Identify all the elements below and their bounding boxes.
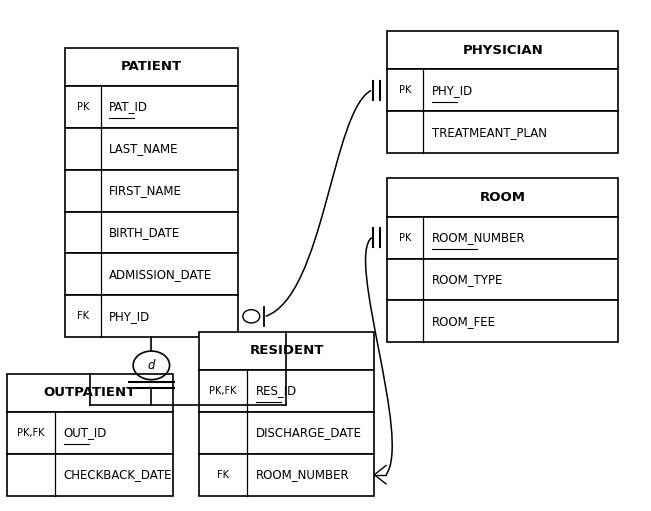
Text: RES_ID: RES_ID	[256, 384, 297, 398]
Bar	[65, 86, 238, 128]
Bar	[387, 69, 618, 111]
Text: DISCHARGE_DATE: DISCHARGE_DATE	[256, 426, 362, 439]
Bar	[387, 178, 618, 217]
Bar	[65, 253, 238, 295]
Bar	[199, 332, 374, 370]
Bar	[7, 374, 173, 412]
Bar	[387, 259, 618, 300]
Bar	[387, 217, 618, 259]
Bar	[65, 295, 238, 337]
Text: ROOM: ROOM	[480, 191, 526, 204]
Text: PK: PK	[399, 85, 411, 96]
Text: ROOM_TYPE: ROOM_TYPE	[432, 273, 503, 286]
Bar	[199, 412, 374, 454]
Text: PK,FK: PK,FK	[209, 386, 237, 396]
Text: FK: FK	[77, 311, 89, 321]
Text: TREATMEANT_PLAN: TREATMEANT_PLAN	[432, 126, 547, 139]
Text: d: d	[148, 359, 155, 372]
Text: RESIDENT: RESIDENT	[249, 344, 324, 357]
Text: ROOM_NUMBER: ROOM_NUMBER	[256, 468, 350, 481]
Text: ROOM_FEE: ROOM_FEE	[432, 315, 495, 328]
Bar	[387, 31, 618, 69]
Text: FK: FK	[217, 470, 229, 480]
Bar	[7, 454, 173, 496]
Text: FIRST_NAME: FIRST_NAME	[109, 184, 182, 197]
Text: ADMISSION_DATE: ADMISSION_DATE	[109, 268, 213, 281]
Text: PK: PK	[77, 102, 89, 112]
Bar	[199, 370, 374, 412]
Text: PATIENT: PATIENT	[121, 60, 182, 73]
Bar	[387, 111, 618, 153]
Text: LAST_NAME: LAST_NAME	[109, 142, 179, 155]
Text: ROOM_NUMBER: ROOM_NUMBER	[432, 231, 525, 244]
Text: CHECKBACK_DATE: CHECKBACK_DATE	[64, 468, 173, 481]
Bar	[65, 170, 238, 212]
Bar	[7, 412, 173, 454]
Text: PHYSICIAN: PHYSICIAN	[462, 44, 544, 57]
Text: PK: PK	[399, 233, 411, 243]
Text: PHY_ID: PHY_ID	[109, 310, 150, 323]
Bar	[65, 128, 238, 170]
Bar	[65, 212, 238, 253]
Bar	[65, 48, 238, 86]
Text: PAT_ID: PAT_ID	[109, 100, 148, 113]
Text: BIRTH_DATE: BIRTH_DATE	[109, 226, 180, 239]
Text: PHY_ID: PHY_ID	[432, 84, 473, 97]
Text: PK,FK: PK,FK	[17, 428, 45, 438]
Text: OUTPATIENT: OUTPATIENT	[44, 386, 135, 399]
Bar	[199, 454, 374, 496]
Bar	[387, 300, 618, 342]
Text: OUT_ID: OUT_ID	[64, 426, 107, 439]
